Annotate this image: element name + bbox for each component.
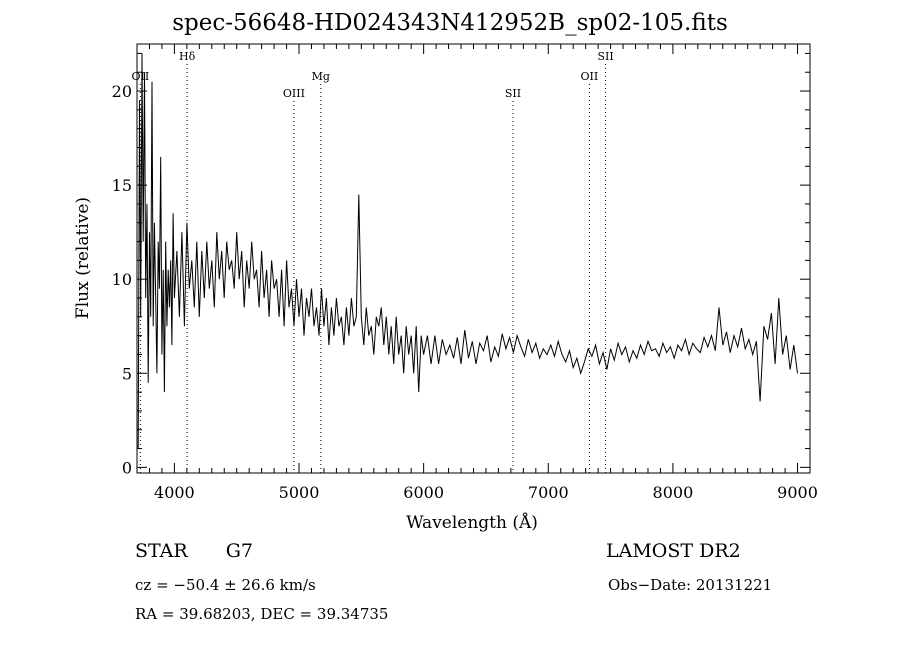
y-tick-label: 10 [112,270,132,289]
x-tick-label: 4000 [154,483,195,502]
object-subclass: G7 [225,540,253,562]
emission-line-label: Mg [312,70,330,83]
y-tick-label: 20 [112,82,132,101]
object-class: STAR [135,540,188,562]
y-axis-label: Flux (relative) [73,197,93,319]
emission-line-label: Hδ [179,50,196,63]
y-tick-label: 0 [122,458,132,477]
x-tick-label: 7000 [528,483,569,502]
y-tick-label: 15 [112,176,132,195]
chart-title: spec-56648-HD024343N412952B_sp02-105.fit… [172,10,728,36]
spectrum-series [137,53,798,449]
x-tick-label: 8000 [653,483,694,502]
emission-line-label: OII [581,70,599,83]
classification: STAR G7 [135,540,253,562]
x-axis-label: Wavelength (Å) [406,512,538,533]
x-tick-label: 5000 [279,483,320,502]
x-tick-label: 6000 [403,483,444,502]
emission-line-label: OIII [283,87,305,100]
redshift-cz: cz = −50.4 ± 26.6 km/s [135,576,316,594]
emission-line-label: OII [132,70,150,83]
emission-line-label: SII [505,87,521,100]
observation-date: Obs−Date: 20131221 [608,576,773,594]
spectrum-line [137,53,798,449]
survey-name: LAMOST DR2 [606,540,741,562]
x-tick-label: 9000 [777,483,818,502]
emission-line-label: SII [597,50,613,63]
axes: 4000 5000 6000 7000 8000 9000 0 5 10 15 20 [112,43,818,502]
y-tick-label: 5 [122,364,132,383]
emission-line-markers: OII Hδ OIII Mg SII OII SII [132,50,614,473]
coordinates-ra-dec: RA = 39.68203, DEC = 39.34735 [135,605,389,623]
